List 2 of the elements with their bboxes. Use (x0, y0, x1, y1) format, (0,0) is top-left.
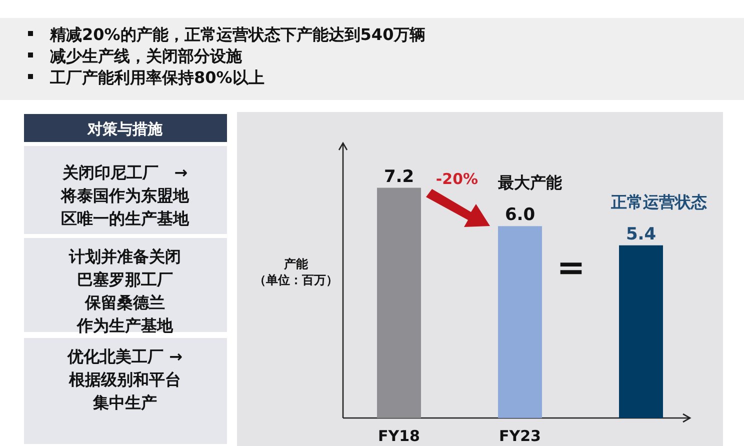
ylabel: 产能（单位：百万） (254, 257, 338, 287)
card-header: 对策与措施 (88, 120, 162, 138)
